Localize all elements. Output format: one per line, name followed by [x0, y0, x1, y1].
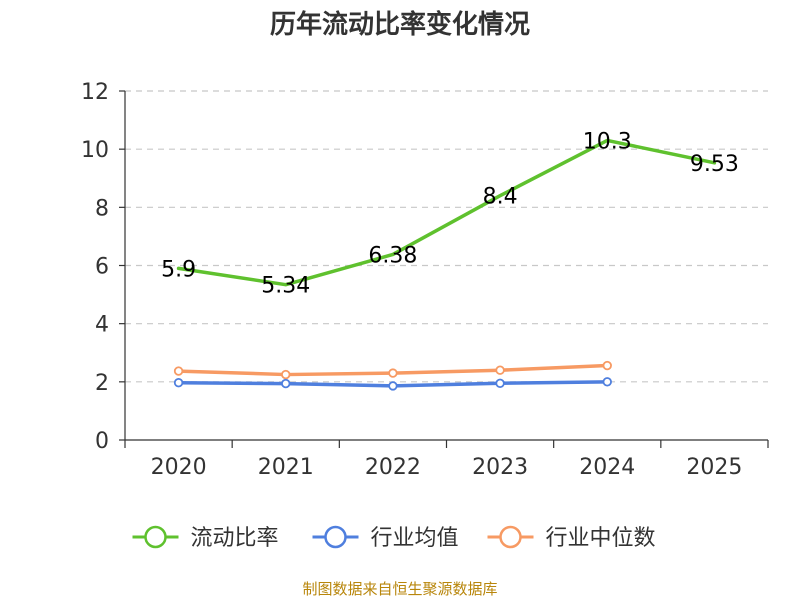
x-tick-label: 2020 — [151, 455, 207, 480]
data-point — [602, 377, 612, 387]
data-point — [281, 378, 291, 389]
y-tick-label: 0 — [95, 429, 109, 454]
y-tick-label: 12 — [81, 80, 109, 105]
y-tick-label: 10 — [81, 138, 109, 163]
data-label: 10.3 — [583, 129, 632, 154]
data-point — [281, 369, 291, 380]
series-layer — [173, 138, 717, 391]
legend-label: 行业均值 — [371, 526, 459, 551]
data-label: 6.38 — [368, 243, 417, 268]
y-tick-label: 6 — [95, 255, 109, 280]
legend-item[interactable]: 行业中位数 — [487, 525, 656, 551]
grid-layer — [125, 90, 768, 383]
series-line — [176, 138, 717, 287]
x-tick-label: 2025 — [686, 455, 742, 480]
data-point — [602, 360, 612, 371]
x-tick-label: 2021 — [258, 455, 314, 480]
axis-layer: 0 2 4 6 8 10 12 2020 2021 2022 2023 2024 2025 — [81, 80, 769, 480]
data-label: 5.34 — [261, 274, 310, 299]
data-point — [495, 378, 505, 388]
data-point — [495, 365, 505, 375]
label-layer: 5.9 5.34 6.38 8.4 10.3 9.53 — [161, 129, 739, 298]
legend-marker — [144, 525, 167, 549]
data-point — [388, 368, 398, 378]
data-point — [388, 381, 398, 391]
legend-label: 流动比率 — [191, 526, 279, 551]
data-label: 5.9 — [161, 257, 196, 282]
legend-marker — [499, 525, 522, 549]
legend-item[interactable]: 行业均值 — [312, 525, 459, 551]
data-label: 9.53 — [690, 152, 739, 177]
legend: 流动比率 行业均值 行业中位数 — [132, 525, 656, 551]
x-tick-label: 2024 — [579, 455, 635, 480]
data-source-note: 制图数据来自恒生聚源数据库 — [302, 580, 498, 598]
data-point — [173, 378, 184, 388]
legend-marker — [324, 525, 347, 549]
x-tick-label: 2022 — [365, 455, 421, 480]
legend-item[interactable]: 流动比率 — [132, 525, 279, 551]
y-tick-label: 4 — [95, 313, 109, 338]
data-point — [173, 366, 184, 376]
y-tick-label: 8 — [95, 196, 109, 221]
x-tick-label: 2023 — [472, 455, 528, 480]
legend-label: 行业中位数 — [546, 526, 656, 551]
chart-title: 历年流动比率变化情况 — [269, 10, 530, 40]
data-label: 8.4 — [483, 185, 518, 210]
y-tick-label: 2 — [95, 371, 109, 396]
